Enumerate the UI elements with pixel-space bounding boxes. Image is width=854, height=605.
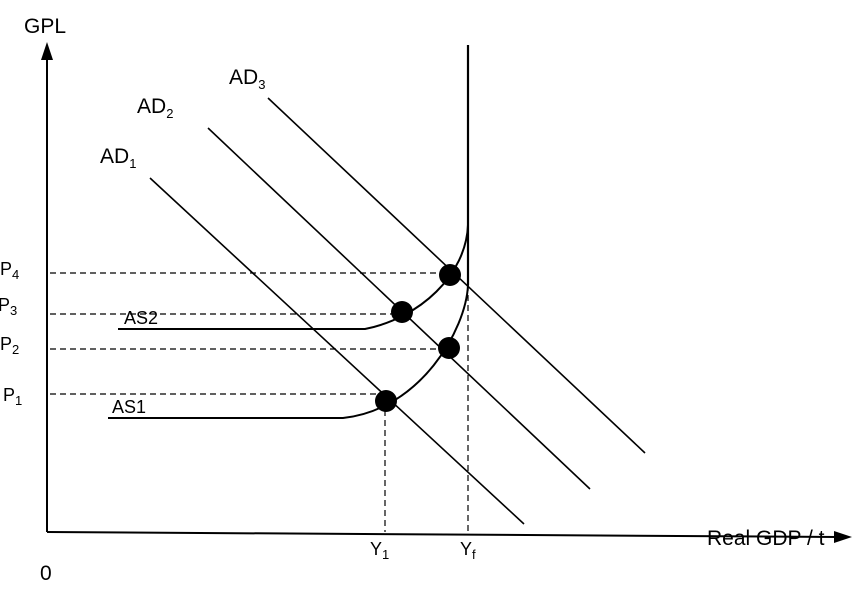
y-axis-arrowhead: [41, 42, 53, 60]
x-axis-arrowhead: [834, 531, 852, 543]
x-axis-label: Real GDP / t: [707, 527, 825, 550]
y-axis-label: GPL: [24, 15, 66, 38]
output-label-y1: Y1: [370, 539, 389, 562]
ad1-curve: [149, 177, 525, 525]
price-label-p4: P4: [0, 259, 19, 282]
x-axis: [46, 531, 839, 538]
as2-label: AS2: [124, 308, 158, 328]
origin-label: 0: [40, 562, 52, 585]
as1-label: AS1: [112, 397, 146, 417]
equilibrium-point-p3: [391, 301, 413, 323]
price-label-p2: P2: [0, 334, 19, 357]
as2-curve: [118, 224, 469, 330]
ad2-label: AD2: [137, 95, 173, 121]
equilibrium-point-p4: [439, 264, 461, 286]
output-label-yf: Yf: [460, 539, 476, 562]
as1-curve: [108, 284, 469, 419]
price-label-p3: P3: [0, 295, 17, 318]
equilibrium-point-p2: [438, 337, 460, 359]
ad3-label: AD3: [229, 66, 265, 92]
ad1-label: AD1: [100, 145, 136, 171]
equilibrium-point-p1: [375, 390, 397, 412]
price-label-p1: P1: [3, 385, 22, 408]
